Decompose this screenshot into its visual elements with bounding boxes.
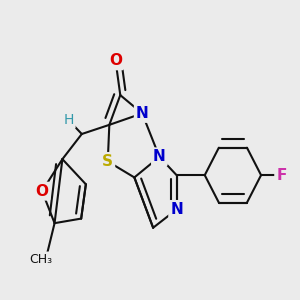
Text: CH₃: CH₃ (29, 253, 52, 266)
Text: O: O (36, 184, 49, 199)
Text: F: F (276, 168, 286, 183)
Text: N: N (136, 106, 148, 121)
Text: N: N (170, 202, 183, 217)
Text: S: S (102, 154, 113, 169)
Text: N: N (153, 149, 166, 164)
Text: H: H (64, 113, 74, 127)
Text: O: O (109, 53, 122, 68)
